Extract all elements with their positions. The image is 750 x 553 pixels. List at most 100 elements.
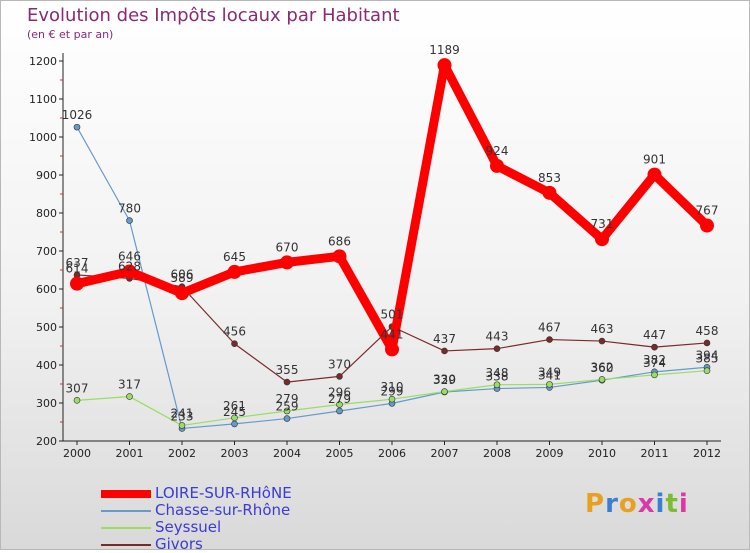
data-point <box>336 407 343 415</box>
data-point <box>598 376 606 383</box>
data-label: 467 <box>538 321 561 335</box>
data-point <box>73 123 81 131</box>
data-point <box>231 340 238 348</box>
chart-subtitle: (en € et par an) <box>27 28 114 41</box>
data-point <box>231 414 238 422</box>
data-label: 374 <box>643 356 666 370</box>
data-label: 338 <box>486 370 509 384</box>
x-tick-label: 2008 <box>483 447 511 460</box>
data-point <box>283 378 291 386</box>
data-label: 279 <box>276 392 299 406</box>
y-tick-label: 700 <box>36 245 57 258</box>
x-tick-label: 2002 <box>168 447 196 460</box>
data-label: 901 <box>643 153 666 167</box>
data-point <box>598 337 606 345</box>
data-point <box>437 58 452 73</box>
data-point <box>703 339 711 347</box>
data-point <box>231 420 238 428</box>
data-label: 924 <box>486 144 509 158</box>
data-label: 456 <box>223 325 246 339</box>
x-tick-label: 2004 <box>273 447 301 460</box>
data-point <box>647 167 662 182</box>
data-label: 382 <box>643 353 666 367</box>
data-point <box>493 381 501 389</box>
x-tick-label: 2011 <box>641 447 669 460</box>
data-point <box>651 371 658 379</box>
data-label: 296 <box>328 386 351 400</box>
data-label: 385 <box>696 352 719 366</box>
legend-label: Seyssuel <box>155 518 222 536</box>
y-tick-label: 900 <box>36 169 57 182</box>
data-label: 853 <box>538 171 561 185</box>
data-label: 637 <box>66 256 89 270</box>
data-label: 329 <box>433 373 456 387</box>
legend-swatch <box>101 544 151 546</box>
data-label: 780 <box>118 202 141 216</box>
data-point <box>70 276 84 291</box>
data-label: 731 <box>591 217 614 231</box>
brand-letter: i <box>678 489 689 519</box>
axes: 200 300 400 500 600 700 800 900 1000 1100 1200 2000… <box>29 53 721 460</box>
data-point <box>493 345 501 352</box>
x-tick-label: 2000 <box>63 447 91 460</box>
data-point <box>542 185 557 200</box>
y-tick-label: 1100 <box>29 93 57 106</box>
y-tick-label: 200 <box>36 435 57 448</box>
data-label: 233 <box>171 409 194 423</box>
data-point <box>227 264 242 279</box>
legend-label: Givors <box>155 535 203 553</box>
legend-label: Chasse-sur-Rhône <box>155 501 291 519</box>
data-label: 330 <box>433 373 456 387</box>
x-tick-label: 2007 <box>431 447 459 460</box>
data-label: 355 <box>276 363 299 377</box>
x-tick-label: 2003 <box>221 447 249 460</box>
data-label: 360 <box>591 361 614 375</box>
data-label: 589 <box>171 271 194 285</box>
data-point <box>703 367 711 375</box>
data-label: 501 <box>381 308 404 322</box>
brand-letter: t <box>665 489 679 519</box>
data-label: 349 <box>538 365 561 379</box>
data-point <box>175 286 189 301</box>
data-point <box>388 395 396 403</box>
data-point <box>385 342 399 357</box>
data-point <box>73 397 81 404</box>
data-label: 686 <box>328 234 351 248</box>
data-label: 341 <box>538 368 561 382</box>
proxiti-logo: Proxiti <box>585 489 689 519</box>
y-tick-label: 800 <box>36 207 57 220</box>
data-label: 261 <box>223 399 246 413</box>
x-tick-label: 2009 <box>536 447 564 460</box>
data-label: 463 <box>591 322 614 336</box>
brand-letter: x <box>637 489 656 519</box>
legend-swatch <box>101 510 151 512</box>
data-label: 317 <box>118 378 141 392</box>
data-label: 670 <box>276 240 299 254</box>
data-label: 441 <box>381 327 404 341</box>
data-label: 437 <box>433 332 456 346</box>
data-point <box>122 264 137 279</box>
data-point <box>441 347 448 355</box>
legend-swatch <box>101 490 151 498</box>
data-point <box>283 415 291 422</box>
data-point <box>332 249 347 264</box>
data-point <box>651 343 658 351</box>
data-point <box>280 255 294 270</box>
y-tick-label: 500 <box>36 321 57 334</box>
data-label: 259 <box>276 400 299 414</box>
x-tick-label: 2005 <box>326 447 354 460</box>
y-tick-label: 600 <box>36 283 57 296</box>
brand-letter: r <box>605 489 619 519</box>
legend-label: LOIRE-SUR-RHôNE <box>155 484 292 502</box>
data-label: 299 <box>381 384 404 398</box>
data-label: 646 <box>118 250 141 264</box>
data-label: 458 <box>696 324 719 338</box>
data-label: 394 <box>696 348 719 362</box>
data-label: 362 <box>591 360 614 374</box>
data-label: 370 <box>328 357 351 371</box>
data-label: 279 <box>328 392 351 406</box>
data-label: 606 <box>171 268 194 282</box>
data-label: 614 <box>66 262 89 276</box>
